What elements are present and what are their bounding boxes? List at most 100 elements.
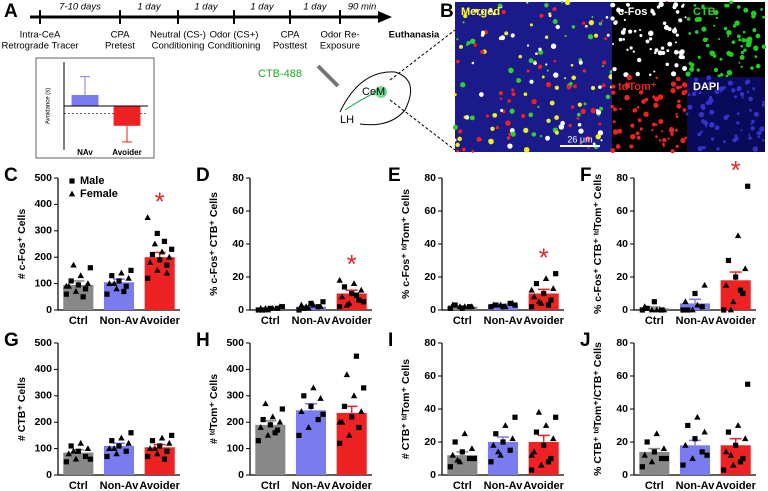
- cell: [755, 55, 758, 58]
- cell: [694, 89, 697, 93]
- data-point: [541, 442, 547, 448]
- cell: [651, 122, 657, 127]
- data-point: [84, 445, 92, 451]
- cell: [618, 37, 623, 42]
- data-point: [648, 306, 656, 313]
- panel-letter: H: [196, 330, 210, 351]
- bar: [639, 308, 670, 310]
- bar: [63, 284, 94, 310]
- cell: [713, 67, 719, 73]
- data-point: [734, 422, 742, 428]
- data-point: [641, 451, 648, 458]
- cell: [595, 108, 599, 112]
- data-point: [279, 304, 285, 310]
- bar: [71, 95, 99, 106]
- cell: [570, 63, 574, 67]
- cell: [583, 102, 587, 106]
- injection-label: CTB-488: [258, 68, 302, 80]
- cell: [660, 130, 663, 133]
- y-tick-label: 200: [34, 251, 52, 263]
- cell: [456, 149, 460, 153]
- cell: [623, 18, 626, 21]
- data-point: [260, 416, 266, 423]
- data-point: [161, 238, 168, 244]
- y-tick-label: 0: [622, 469, 628, 481]
- data-point: [149, 438, 156, 444]
- zoom-line: [389, 99, 456, 151]
- data-point: [75, 448, 81, 454]
- data-point: [701, 428, 708, 435]
- cell: [580, 108, 586, 114]
- data-point: [529, 304, 535, 310]
- data-point: [163, 269, 171, 276]
- data-point: [144, 214, 151, 220]
- cell: [526, 69, 530, 73]
- data-point: [87, 456, 93, 462]
- data-point: [730, 461, 737, 468]
- cell: [685, 71, 691, 77]
- data-point: [699, 449, 705, 455]
- data-point: [692, 436, 698, 442]
- cell: [715, 16, 719, 20]
- cell: [601, 65, 604, 68]
- cell: [539, 134, 543, 138]
- cell: [709, 50, 715, 56]
- y-tick-label: 60: [232, 205, 244, 217]
- data-point: [274, 427, 281, 433]
- cell: [682, 66, 688, 71]
- data-point: [118, 269, 125, 276]
- cell: [680, 137, 686, 144]
- cell: [499, 97, 503, 101]
- cell: [576, 112, 581, 117]
- data-point: [725, 257, 732, 264]
- x-tick-label: Ctrl: [645, 315, 664, 327]
- cell: [554, 130, 559, 135]
- cell: [653, 105, 657, 108]
- cell: [610, 147, 616, 154]
- data-point: [65, 450, 72, 457]
- data-point: [722, 281, 730, 288]
- data-point: [734, 232, 742, 239]
- cell: [727, 35, 730, 38]
- cell: [462, 147, 466, 152]
- cell: [605, 94, 611, 100]
- cell: [508, 67, 514, 74]
- cell: [470, 38, 476, 44]
- x-tick-label: Avoider: [331, 315, 372, 327]
- data-point: [353, 353, 360, 359]
- data-point: [356, 424, 362, 431]
- cell: [639, 90, 644, 94]
- cell: [452, 124, 458, 130]
- cell: [671, 28, 678, 34]
- x-tick-label: Avoider: [139, 480, 180, 491]
- cell: [481, 10, 485, 14]
- data-point: [493, 431, 499, 437]
- data-point: [721, 467, 727, 473]
- cell: [666, 49, 670, 53]
- cell: [761, 103, 766, 107]
- data-point: [303, 303, 310, 310]
- cell: [588, 20, 595, 26]
- cell: [668, 127, 675, 133]
- y-tick-label: 500: [34, 172, 52, 184]
- data-point: [116, 443, 122, 449]
- x-tick-label: Avoider: [112, 148, 142, 157]
- cell: [675, 76, 681, 82]
- cell: [552, 18, 558, 24]
- cell: [617, 128, 623, 134]
- y-tick-label: 80: [616, 172, 628, 184]
- bar: [295, 306, 327, 310]
- scale-bar-label: 26 μm: [567, 134, 592, 144]
- data-point: [121, 288, 127, 295]
- data-point: [145, 453, 151, 460]
- legend-marker: [68, 190, 76, 197]
- cell: [697, 146, 703, 152]
- y-tick-label: 20: [424, 436, 436, 448]
- cell: [459, 44, 463, 49]
- x-tick-label: Non-Av: [484, 480, 524, 491]
- cell: [478, 13, 481, 16]
- y-tick-label: 100: [226, 442, 244, 454]
- cell: [577, 123, 582, 127]
- cell: [564, 0, 571, 6]
